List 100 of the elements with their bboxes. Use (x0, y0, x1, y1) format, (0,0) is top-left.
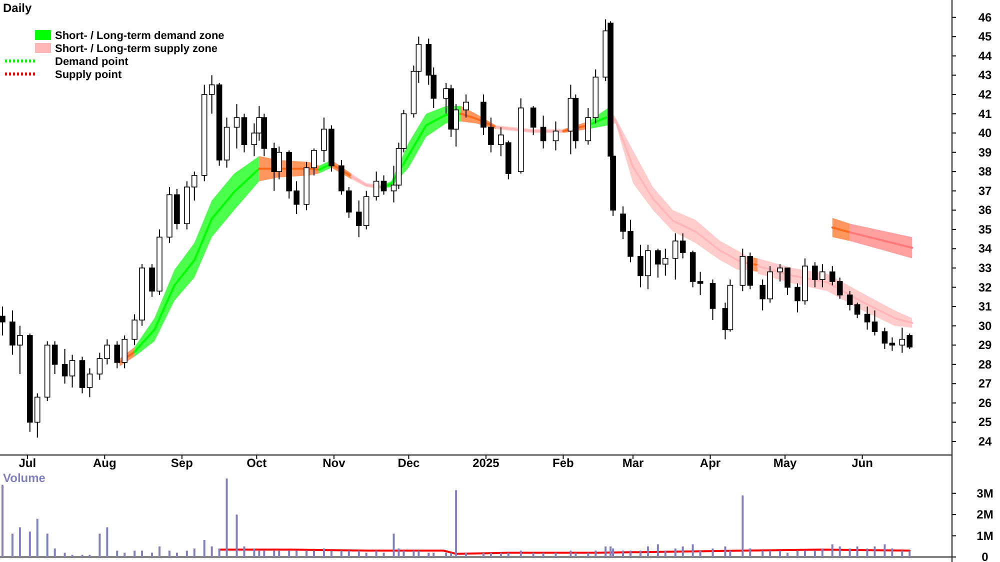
bar (630, 550, 632, 557)
y-tick-label: 26 (978, 396, 992, 410)
bar (729, 550, 732, 557)
bar (278, 550, 280, 557)
bar (594, 550, 597, 557)
bar (134, 550, 136, 557)
x-tick-label: Mar (622, 456, 644, 470)
bar (692, 544, 694, 557)
bar (866, 548, 868, 557)
bar (412, 550, 415, 557)
bar (884, 544, 886, 557)
y-tick-label: 32 (978, 280, 992, 294)
bar (639, 550, 642, 557)
y-tick-label: 37 (978, 184, 992, 198)
bar (306, 550, 308, 557)
bar (288, 550, 290, 557)
bar (46, 534, 48, 557)
x-tick-label: Sep (170, 456, 193, 470)
bar (674, 548, 676, 557)
bar (382, 552, 385, 557)
bar (258, 550, 260, 557)
bar (612, 548, 614, 557)
bar (398, 548, 400, 557)
y-tick-label: 45 (978, 30, 992, 44)
x-tick-label: May (773, 456, 798, 470)
bar (193, 548, 196, 557)
bar (646, 546, 649, 557)
y-tick-label: 25 (978, 415, 992, 430)
candlestick (864, 306, 870, 330)
bar (203, 540, 206, 557)
candlestick (62, 348, 68, 384)
y-tick-label: 29 (978, 338, 992, 352)
x-tick-label: Dec (398, 456, 420, 470)
candlestick (552, 120, 559, 151)
bar (490, 552, 492, 557)
bar (402, 550, 405, 557)
bar (330, 550, 332, 557)
candlestick (96, 352, 103, 380)
x-tick-label: Aug (93, 456, 116, 470)
bar (769, 550, 772, 557)
bar (610, 546, 612, 557)
y-tick-label: 42 (978, 87, 992, 102)
bar (28, 532, 31, 557)
bar (520, 550, 522, 557)
candlestick (463, 94, 469, 118)
candlestick (872, 310, 878, 336)
legend-label: Short- / Long-term demand zone (55, 30, 224, 42)
y-tick-label: 1M (976, 528, 994, 543)
bar (712, 548, 714, 557)
bar (749, 548, 752, 557)
candlestick (373, 171, 380, 202)
bar (176, 552, 178, 557)
x-tick-label: Jun (852, 456, 873, 470)
bar (542, 552, 544, 557)
candlestick (846, 290, 853, 311)
y-tick-label: 31 (978, 300, 992, 314)
bar (106, 527, 108, 557)
y-tick-label: 35 (978, 222, 992, 236)
bar (98, 534, 101, 557)
candlestick (380, 174, 387, 196)
y-tick-label: 43 (978, 68, 992, 82)
bar (874, 546, 876, 557)
bar (116, 550, 118, 557)
y-tick-label: 34 (978, 242, 992, 256)
candlestick (854, 302, 860, 319)
x-tick-label: Apr (700, 456, 721, 470)
bar (831, 544, 834, 557)
bar (141, 550, 144, 557)
bar (786, 552, 789, 557)
y-tick-label: 30 (978, 318, 992, 333)
bar (322, 548, 325, 557)
bar (253, 548, 256, 557)
candlestick (530, 106, 536, 136)
legend-label: Short- / Long-term supply zone (55, 43, 218, 55)
bar (218, 548, 220, 557)
candlestick (889, 336, 896, 352)
bar (445, 552, 448, 557)
bar (124, 552, 126, 557)
bar (158, 546, 160, 557)
bar (1, 484, 4, 557)
bar (570, 550, 572, 557)
candlestick (104, 338, 110, 365)
chart-title: Daily (3, 1, 32, 15)
bar (838, 546, 841, 557)
candlestick (540, 115, 546, 149)
bar (796, 550, 798, 557)
y-tick-label: 0 (982, 550, 989, 562)
x-tick-label: Nov (322, 456, 346, 470)
x-tick-label: Jul (18, 456, 36, 470)
bar (18, 527, 21, 557)
candlestick (86, 368, 93, 398)
bar (210, 546, 213, 557)
y-tick-label: 24 (978, 434, 992, 449)
bar (779, 550, 782, 557)
bar (482, 552, 484, 557)
y-tick-label: 44 (978, 48, 992, 63)
bar (891, 548, 894, 557)
y-tick-label: 46 (978, 10, 992, 24)
bar (465, 552, 468, 557)
y-tick-label: 38 (978, 164, 992, 179)
